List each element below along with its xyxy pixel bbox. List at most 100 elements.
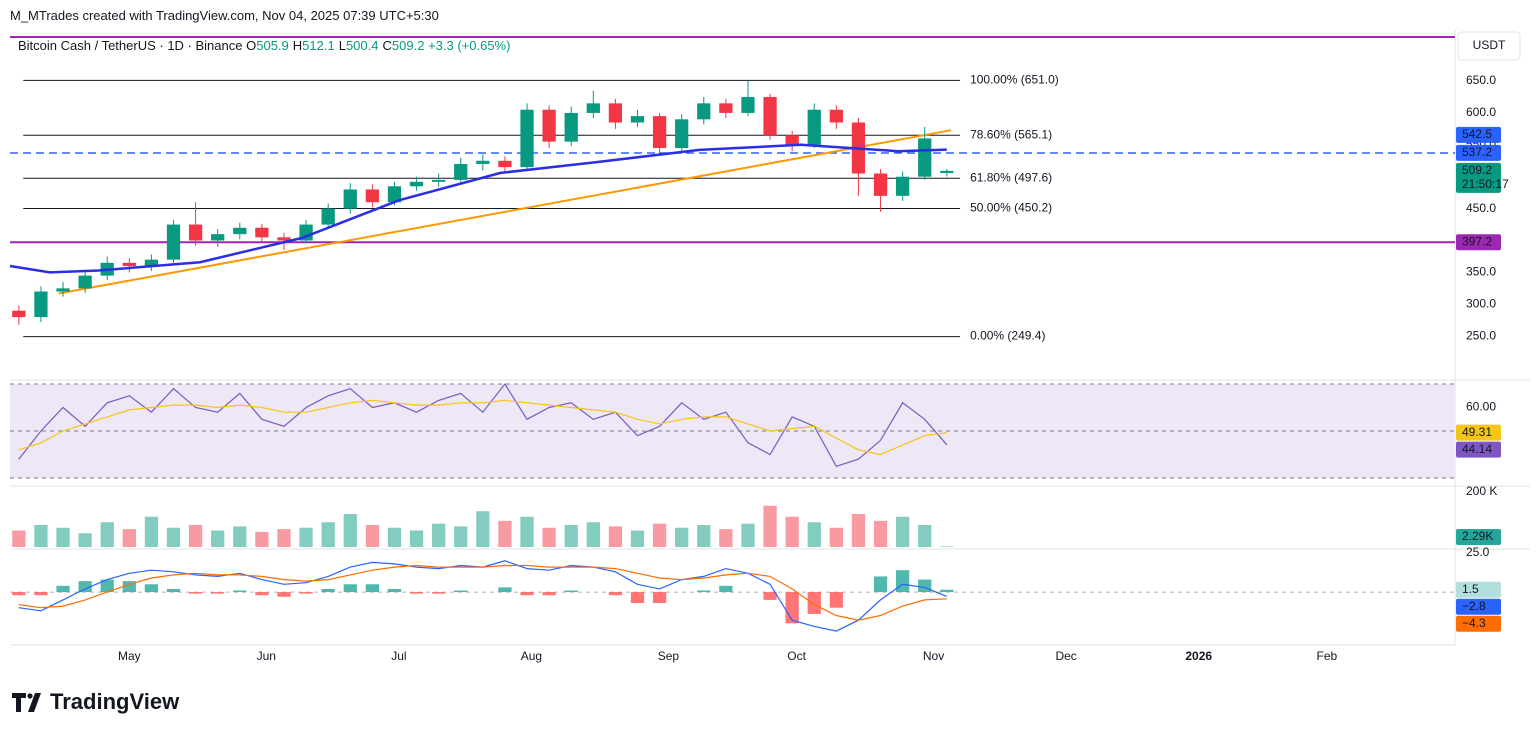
logo-text: TradingView [50, 689, 180, 714]
volume-bar [78, 533, 92, 547]
x-tick-label: May [118, 649, 141, 663]
logo-icon [27, 693, 33, 699]
price-badge [1456, 441, 1501, 458]
x-tick-label: Sep [658, 649, 680, 663]
volume-bar [829, 527, 843, 547]
candle-body [564, 112, 578, 142]
volume-bar [409, 530, 424, 547]
y-tick-label: 25.0 [1466, 545, 1490, 559]
macd-histogram-bar [763, 592, 777, 600]
volume-bar [763, 505, 777, 547]
candle-body [233, 227, 247, 235]
macd-histogram-bar [321, 588, 335, 593]
macd-histogram-bar [918, 579, 932, 593]
price-badge [1456, 424, 1501, 441]
macd-histogram-bar [940, 589, 954, 593]
y-tick-label: 250.0 [1466, 328, 1496, 342]
macd-histogram-bar [122, 581, 136, 593]
volume-bar [277, 529, 291, 547]
ohlc-value: 512.1 [302, 38, 335, 53]
x-tick-label: Jun [257, 649, 276, 663]
currency-button[interactable] [1457, 31, 1521, 61]
macd-histogram-bar [829, 592, 843, 608]
price-badge-label: 2.29K [1462, 529, 1493, 543]
ohlc-value: 505.9 [256, 38, 289, 53]
volume-bar [299, 527, 313, 547]
macd-histogram-bar [56, 585, 70, 593]
candle-body [34, 291, 48, 318]
volume-bar [608, 526, 623, 547]
volume-bar [697, 525, 711, 547]
macd-histogram-bar [652, 592, 667, 603]
macd-histogram-bar [343, 584, 357, 593]
macd-histogram-bar [78, 581, 92, 593]
ohlc-value: 509.2 [391, 38, 425, 53]
volume-bar [630, 530, 645, 547]
rsi-line [18, 382, 948, 468]
price-badge [1456, 615, 1501, 632]
macd-histogram-bar [896, 570, 910, 593]
candle-body [829, 109, 843, 123]
fib-label: 78.60% (565.1) [970, 127, 1052, 141]
macd-histogram-bar [144, 584, 159, 593]
volume-bar [211, 530, 225, 547]
volume-bar [365, 525, 379, 547]
macd-histogram-bar [299, 592, 313, 594]
candle-body [741, 96, 755, 113]
volume-bar [741, 523, 755, 547]
candle-body [409, 181, 424, 187]
macd-histogram-bar [166, 588, 181, 593]
fib-label: 100.00% (651.0) [970, 73, 1059, 87]
macd-histogram-bar [387, 588, 402, 593]
price-badge-label: 537.2 [1462, 145, 1492, 159]
candle-body [144, 259, 159, 267]
x-tick-label: Jul [391, 649, 406, 663]
symbol[interactable]: Bitcoin Cash / TetherUS · 1D · Binance [18, 38, 243, 53]
ohlc-key: H [292, 38, 303, 53]
price-badge [1456, 234, 1501, 251]
change: +3.3 (+0.65%) [428, 38, 511, 53]
price-badge-label: −2.8 [1462, 599, 1486, 613]
volume-bar [542, 527, 556, 547]
candle-body [697, 103, 711, 120]
candle-body [343, 189, 357, 209]
price-badge [1456, 144, 1501, 161]
macd-histogram-bar [12, 592, 26, 596]
volume-bar [719, 529, 733, 547]
price-badge [1456, 598, 1501, 615]
macd-histogram-bar [454, 590, 468, 593]
volume-bar [873, 520, 888, 547]
candle-body [277, 237, 291, 241]
candle-body [675, 119, 689, 149]
price-badge [1456, 162, 1501, 193]
y-tick-label: 300.0 [1466, 296, 1496, 310]
fib-label: 0.00% (249.4) [970, 329, 1045, 343]
candle-body [586, 103, 600, 113]
candle-body [520, 109, 534, 168]
logo-icon [12, 693, 41, 712]
price-badge-label: 542.5 [1462, 127, 1492, 141]
macd-histogram-bar [277, 592, 291, 597]
y-tick-label: 60.00 [1466, 400, 1496, 414]
candle-body [807, 109, 821, 145]
volume-bar [432, 523, 446, 547]
logo: TradingView [12, 689, 180, 714]
candle-body [188, 224, 203, 241]
candle-body [652, 116, 667, 149]
candle-body [542, 109, 556, 142]
macd-histogram-bar [608, 592, 623, 596]
macd-line [18, 560, 948, 632]
volume-bar [940, 546, 954, 547]
candle-body [78, 275, 92, 289]
candle-body [763, 96, 777, 136]
price-badge [1456, 581, 1501, 598]
candle-body [896, 176, 910, 196]
volume-bar [343, 514, 357, 547]
price-badge-label: 509.2 [1462, 163, 1492, 177]
y-tick-label: 350.0 [1466, 265, 1496, 279]
candle-body [321, 208, 335, 225]
volume-bar [564, 525, 578, 547]
candle-body [498, 160, 512, 168]
volume-bar [586, 522, 600, 547]
